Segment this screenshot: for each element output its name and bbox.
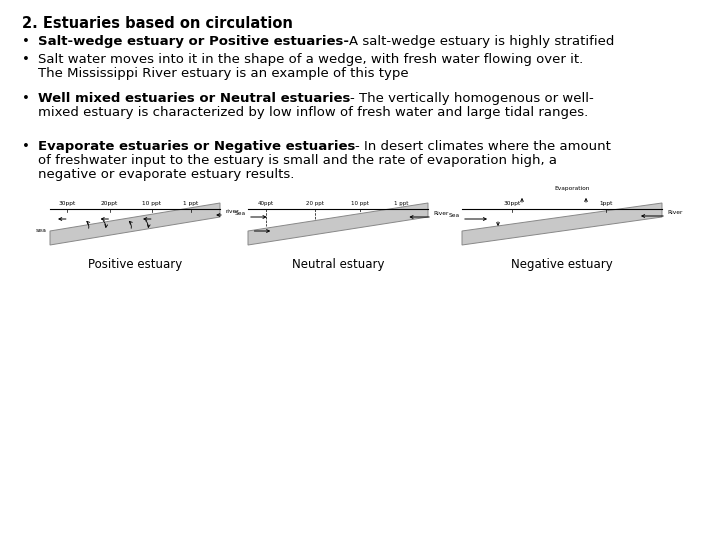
Text: 1 ppt: 1 ppt <box>184 201 199 206</box>
Text: sea: sea <box>36 228 47 233</box>
Text: A salt-wedge estuary is highly stratified: A salt-wedge estuary is highly stratifie… <box>349 35 614 48</box>
Text: 30ppt: 30ppt <box>503 201 521 206</box>
Text: Salt-wedge estuary or Positive estuaries-: Salt-wedge estuary or Positive estuaries… <box>38 35 349 48</box>
Text: - In desert climates where the amount: - In desert climates where the amount <box>356 140 611 153</box>
Text: 1ppt: 1ppt <box>599 201 613 206</box>
Text: 20 ppt: 20 ppt <box>306 201 323 206</box>
Text: river: river <box>225 209 238 214</box>
Text: 10 ppt: 10 ppt <box>351 201 369 206</box>
Text: Sea: Sea <box>235 211 246 216</box>
Polygon shape <box>50 203 220 245</box>
Text: - The vertically homogenous or well-: - The vertically homogenous or well- <box>351 92 594 105</box>
Text: 40ppt: 40ppt <box>258 201 274 206</box>
Text: •: • <box>22 53 30 66</box>
Text: Evaporate estuaries or Negative estuaries: Evaporate estuaries or Negative estuarie… <box>38 140 356 153</box>
Text: of freshwater input to the estuary is small and the rate of evaporation high, a: of freshwater input to the estuary is sm… <box>38 154 557 167</box>
Text: Positive estuary: Positive estuary <box>88 258 182 271</box>
Text: •: • <box>22 35 30 48</box>
Text: Negative estuary: Negative estuary <box>511 258 613 271</box>
Text: Salt water moves into it in the shape of a wedge, with fresh water flowing over : Salt water moves into it in the shape of… <box>38 53 583 66</box>
Polygon shape <box>462 203 662 245</box>
Text: River: River <box>667 210 683 215</box>
Polygon shape <box>248 203 428 245</box>
Text: 30ppt: 30ppt <box>58 201 76 206</box>
Text: 10 ppt: 10 ppt <box>143 201 161 206</box>
Text: 1 ppt: 1 ppt <box>394 201 408 206</box>
Text: Sea: Sea <box>449 213 460 218</box>
Text: negative or evaporate estuary results.: negative or evaporate estuary results. <box>38 168 294 181</box>
Text: •: • <box>22 92 30 105</box>
Text: 20ppt: 20ppt <box>101 201 118 206</box>
Text: Neutral estuary: Neutral estuary <box>292 258 384 271</box>
Text: •: • <box>22 140 30 153</box>
Text: The Mississippi River estuary is an example of this type: The Mississippi River estuary is an exam… <box>38 67 409 80</box>
Text: River: River <box>433 211 449 216</box>
Text: mixed estuary is characterized by low inflow of fresh water and large tidal rang: mixed estuary is characterized by low in… <box>38 106 588 119</box>
Text: 2. Estuaries based on circulation: 2. Estuaries based on circulation <box>22 16 293 31</box>
Text: Evaporation: Evaporation <box>554 186 590 191</box>
Text: Well mixed estuaries or Neutral estuaries: Well mixed estuaries or Neutral estuarie… <box>38 92 351 105</box>
